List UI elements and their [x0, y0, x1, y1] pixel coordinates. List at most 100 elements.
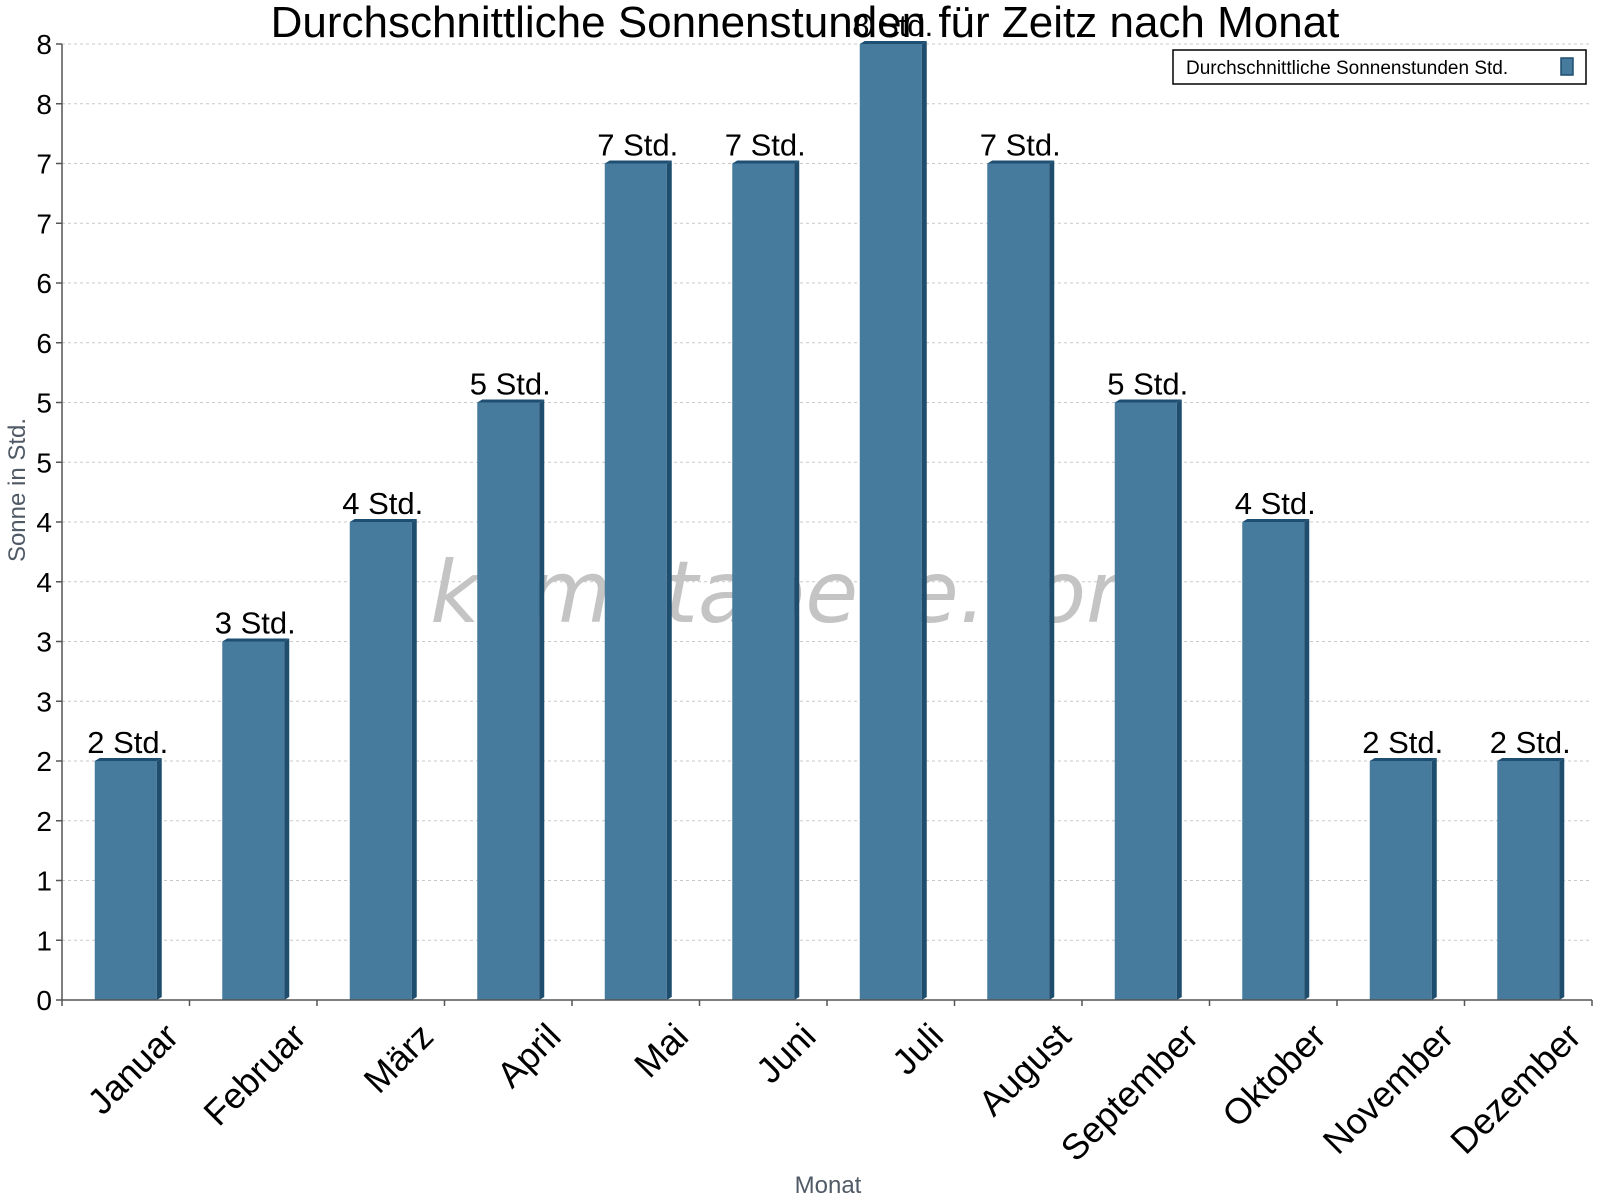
x-axis-label: Monat: [795, 1172, 862, 1199]
chart-title: Durchschnittliche Sonnenstunden für Zeit…: [271, 0, 1340, 47]
bar-side: [284, 638, 290, 1000]
bar-top: [1242, 519, 1310, 522]
data-labels: 2 Std. 3 Std. 4 Std. 5 Std. 7 Std. 7 Std. 8 St…: [87, 8, 1571, 760]
bar-februar: [222, 638, 290, 1000]
y-tick-label: 3: [36, 686, 52, 717]
bar-oktober: [1242, 519, 1310, 1000]
bar-top: [604, 160, 672, 164]
bar-top: [732, 160, 800, 164]
bar-side: [1049, 160, 1055, 1000]
bar-top: [859, 41, 927, 44]
bar-face: [732, 163, 795, 1000]
x-tick-label: August: [970, 1015, 1078, 1123]
bar-side: [411, 519, 417, 1000]
x-tick-label: November: [1315, 1015, 1461, 1161]
legend-label: Durchschnittliche Sonnenstunden Std.: [1186, 58, 1508, 79]
x-tick-label: Januar: [79, 1015, 186, 1122]
x-tick-labels: Januar Februar März April Mai Juni Juli AugustS…: [79, 1015, 1588, 1169]
y-tick-label: 1: [36, 925, 52, 956]
data-label: 7 Std.: [980, 128, 1061, 163]
bar-face: [1242, 522, 1305, 1000]
bar-face: [349, 522, 412, 1000]
y-tick-label: 8: [36, 29, 52, 60]
y-tick-label: 4: [36, 567, 52, 598]
bar-top: [1114, 399, 1182, 403]
bar-mai: [604, 160, 672, 1000]
y-axis-label: Sonne in Std.: [4, 418, 31, 562]
x-tick-label: Februar: [195, 1015, 313, 1133]
bar-side: [1176, 399, 1182, 1000]
bar-side: [794, 160, 800, 1000]
y-tick-label: 5: [36, 388, 52, 419]
bar-face: [1114, 402, 1177, 1000]
data-label: 2 Std.: [87, 725, 168, 760]
bar-september: [1114, 399, 1182, 1000]
data-label: 4 Std.: [1235, 486, 1316, 521]
bar-november: [1369, 758, 1437, 1000]
data-label: 5 Std.: [470, 367, 551, 402]
bar-top: [94, 758, 162, 761]
y-tick-label: 1: [36, 866, 52, 897]
bar-top: [987, 160, 1055, 164]
y-tick-label: 6: [36, 268, 52, 299]
x-tick-label: September: [1053, 1015, 1207, 1169]
bar-face: [477, 402, 540, 1000]
y-tick-label: 2: [36, 746, 52, 777]
data-label: 7 Std.: [725, 128, 806, 163]
bar-face: [1369, 761, 1432, 1000]
bar-märz: [349, 519, 417, 1000]
bars: [94, 41, 1565, 1000]
x-tick-label: Mai: [626, 1015, 696, 1085]
y-tick-label: 2: [36, 806, 52, 837]
y-tick-label: 7: [36, 149, 52, 180]
bar-side: [1431, 758, 1437, 1000]
bar-face: [604, 163, 667, 1000]
x-tick-label: Juni: [748, 1015, 824, 1091]
y-tick-label: 5: [36, 447, 52, 478]
bar-side: [1559, 758, 1565, 1000]
data-label: 8 Std.: [852, 8, 933, 43]
y-tick-label: 3: [36, 627, 52, 658]
y-tick-label: 6: [36, 328, 52, 359]
bar-side: [921, 41, 927, 1000]
data-label: 7 Std.: [597, 128, 678, 163]
grid-lines: [62, 43, 1592, 941]
bar-top: [1497, 758, 1565, 761]
y-tick-labels: 0 1 1 2 2 3 3 4 4 5 5 6 6 7 7 8 8: [36, 29, 52, 1016]
bar-side: [666, 160, 672, 1000]
data-label: 5 Std.: [1107, 367, 1188, 402]
bar-face: [987, 163, 1050, 1000]
y-tick-label: 8: [36, 89, 52, 120]
data-label: 2 Std.: [1490, 725, 1571, 760]
bar-face: [859, 44, 922, 1000]
data-label: 2 Std.: [1362, 725, 1443, 760]
x-tick-label: April: [489, 1015, 569, 1095]
bar-side: [1304, 519, 1310, 1000]
bar-top: [349, 519, 417, 522]
legend: Durchschnittliche Sonnenstunden Std.: [1172, 49, 1587, 85]
y-tick-label: 4: [36, 507, 52, 538]
bar-side: [156, 758, 162, 1000]
bar-top: [477, 399, 545, 403]
x-tick-label: Dezember: [1442, 1015, 1588, 1161]
bar-juni: [732, 160, 800, 1000]
bar-face: [1497, 761, 1560, 1000]
bar-juli: [859, 41, 927, 1000]
bar-top: [222, 638, 290, 642]
bar-side: [539, 399, 545, 1000]
bar-top: [1369, 758, 1437, 761]
bar-dezember: [1497, 758, 1565, 1000]
bar-face: [222, 641, 285, 1000]
data-label: 4 Std.: [342, 486, 423, 521]
y-tick-label: 7: [36, 208, 52, 239]
x-tick-label: Juli: [884, 1015, 951, 1082]
bar-august: [987, 160, 1055, 1000]
data-label: 3 Std.: [215, 606, 296, 641]
axes: [56, 43, 1593, 1006]
bar-face: [94, 761, 157, 1000]
bar-april: [477, 399, 545, 1000]
legend-box: [1172, 49, 1587, 85]
x-tick-label: Oktober: [1214, 1015, 1334, 1135]
bar-januar: [94, 758, 162, 1000]
